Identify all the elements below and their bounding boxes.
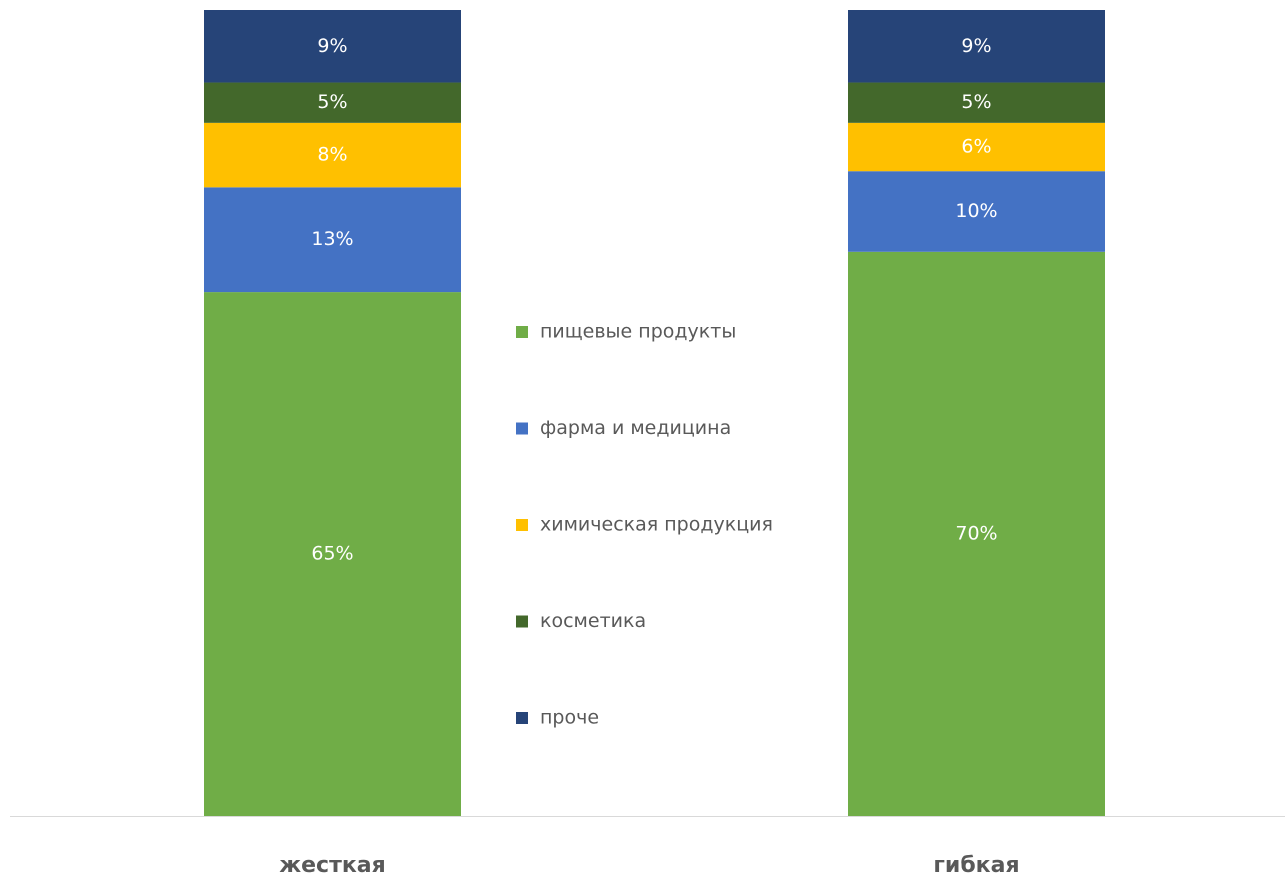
bar-segment	[848, 251, 1105, 817]
data-label: 8%	[317, 144, 347, 166]
legend-swatch	[516, 712, 528, 724]
legend-label: химическая продукция	[540, 514, 773, 536]
legend-swatch	[516, 326, 528, 338]
data-label: 70%	[955, 522, 997, 544]
x-tick-label: гибкая	[933, 853, 1019, 878]
bar-segment	[848, 82, 1105, 123]
data-label: 65%	[311, 543, 353, 565]
legend-label: фарма и медицина	[540, 417, 731, 439]
legend-label: косметика	[540, 610, 646, 632]
legend-swatch	[516, 519, 528, 531]
x-tick-label: жесткая	[279, 853, 386, 878]
bar-segment	[204, 82, 461, 123]
data-label: 5%	[961, 91, 991, 113]
bar-segment	[848, 122, 1105, 172]
bar-segment	[848, 171, 1105, 252]
data-label: 5%	[317, 91, 347, 113]
data-label: 9%	[961, 35, 991, 57]
data-label: 9%	[317, 35, 347, 57]
bar-segment	[204, 292, 461, 817]
bar-segment	[204, 187, 461, 293]
legend-label: проче	[540, 707, 599, 729]
legend-label: пищевые продукты	[540, 321, 736, 343]
bar-segment	[204, 10, 461, 83]
bar-segment	[848, 10, 1105, 83]
legend-swatch	[516, 615, 528, 628]
data-label: 13%	[311, 228, 353, 250]
data-label: 10%	[955, 200, 997, 222]
legend-swatch	[516, 422, 528, 435]
data-label: 6%	[961, 136, 991, 158]
bar-segment	[204, 122, 461, 188]
